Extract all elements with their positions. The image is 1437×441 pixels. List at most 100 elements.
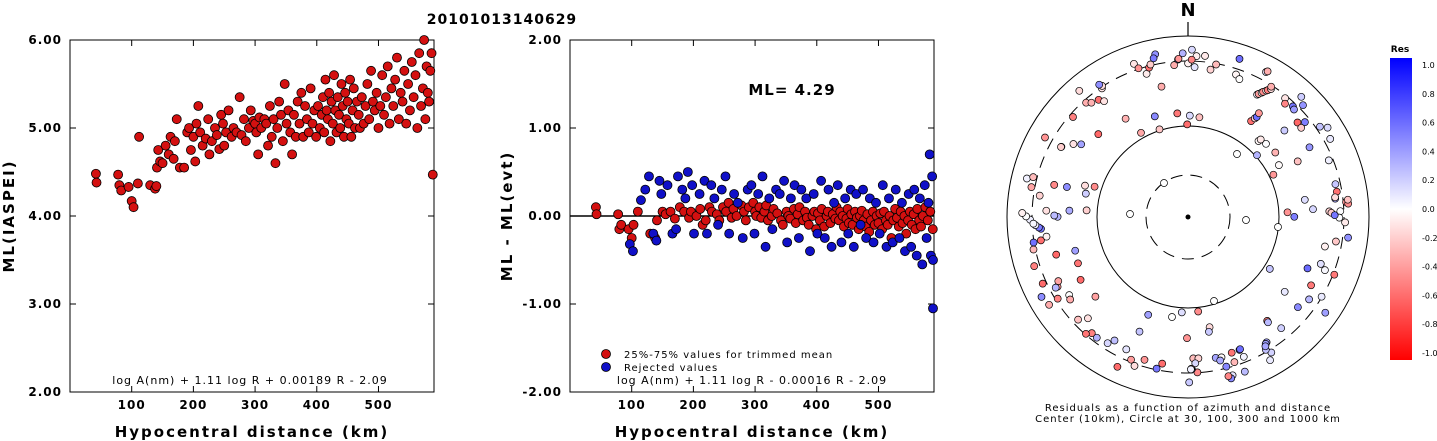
station-marker — [1205, 327, 1213, 336]
station-marker — [1331, 193, 1339, 202]
middle-y-axis-label: ML - ML(evt) — [498, 151, 516, 281]
left-x-tick-label: 100 — [118, 398, 146, 412]
station-marker — [1038, 279, 1047, 288]
station-marker — [1173, 109, 1182, 118]
station-marker — [1050, 211, 1059, 220]
left-data-point — [168, 153, 179, 164]
middle-data-point — [927, 171, 938, 182]
middle-data-point — [848, 241, 859, 252]
middle-data-point — [616, 219, 627, 230]
station-marker — [1280, 126, 1289, 135]
station-marker — [1321, 308, 1330, 317]
station-marker — [1071, 246, 1080, 255]
left-data-point — [311, 131, 322, 142]
station-marker — [1290, 105, 1298, 114]
middle-data-point — [749, 228, 760, 239]
left-data-point — [382, 61, 393, 72]
left-data-point — [377, 70, 388, 81]
left-data-point — [364, 114, 375, 125]
left-data-point — [276, 109, 286, 120]
middle-data-point — [922, 215, 933, 226]
station-marker — [1103, 339, 1112, 348]
station-marker — [1190, 63, 1199, 71]
middle-data-point — [699, 175, 710, 186]
colorbar-tick-label: 0.2 — [1422, 176, 1435, 185]
middle-data-point — [731, 211, 742, 221]
colorbar-tick-label: 0.0 — [1422, 205, 1435, 214]
station-marker — [1235, 55, 1244, 63]
north-label: N — [1180, 0, 1195, 21]
colorbar-tick-label: -0.4 — [1422, 263, 1437, 272]
left-data-point — [386, 83, 397, 94]
left-data-point — [399, 65, 410, 76]
left-data-point — [345, 74, 355, 85]
station-marker — [1183, 334, 1191, 342]
left-data-point — [335, 123, 346, 133]
epicenter-marker — [1185, 214, 1191, 220]
left-data-point — [422, 87, 433, 98]
left-data-point — [184, 123, 194, 133]
station-marker — [1121, 114, 1130, 123]
station-marker — [1037, 293, 1046, 301]
left-x-tick-label: 200 — [179, 398, 207, 412]
middle-data-point — [917, 259, 928, 270]
station-marker — [1187, 365, 1195, 374]
middle-data-point — [911, 250, 922, 261]
middle-data-point — [868, 237, 879, 248]
station-marker — [1177, 308, 1186, 317]
middle-y-tick-label: -2.00 — [522, 385, 562, 399]
left-data-point — [203, 114, 214, 125]
left-data-point — [375, 101, 386, 111]
left-data-point — [303, 127, 314, 138]
left-data-point — [289, 109, 299, 120]
middle-data-point — [713, 219, 723, 230]
left-data-point — [425, 65, 436, 76]
middle-data-point — [628, 219, 639, 230]
station-marker — [1045, 300, 1053, 309]
polar-caption-line1: Residuals as a function of azimuth and d… — [1045, 403, 1331, 414]
left-data-point — [294, 118, 305, 129]
station-marker — [1264, 318, 1272, 327]
left-data-point — [91, 168, 101, 179]
middle-data-point — [801, 193, 812, 204]
station-marker — [1330, 270, 1339, 279]
ml-value-annotation: ML= 4.29 — [748, 81, 835, 99]
station-marker — [1269, 170, 1278, 179]
left-data-point — [416, 101, 426, 111]
left-data-point — [320, 74, 331, 85]
middle-data-point — [700, 215, 711, 226]
outer-circle-1000km — [1006, 35, 1370, 399]
middle-data-point — [812, 228, 823, 239]
middle-data-point — [757, 171, 768, 182]
left-data-point — [414, 48, 425, 59]
station-marker — [1152, 364, 1161, 373]
station-marker — [1256, 135, 1265, 144]
left-data-point — [408, 92, 419, 103]
middle-data-point — [919, 180, 930, 191]
left-x-tick-label: 400 — [303, 398, 331, 412]
station-marker — [1075, 86, 1084, 95]
middle-data-point — [921, 233, 932, 243]
station-marker — [1082, 206, 1091, 215]
station-marker — [1126, 210, 1134, 218]
middle-data-point — [779, 175, 789, 186]
station-marker — [1037, 236, 1045, 245]
left-data-point — [353, 109, 364, 120]
left-data-point — [362, 79, 373, 89]
left-data-point — [132, 178, 143, 189]
left-data-point — [329, 70, 339, 81]
station-marker — [1029, 238, 1038, 247]
station-marker — [1130, 59, 1138, 68]
middle-y-tick-label: 1.00 — [528, 121, 562, 135]
colorbar-tick-label: 0.4 — [1422, 147, 1435, 156]
station-marker — [1135, 327, 1144, 336]
middle-data-point — [724, 228, 735, 239]
station-marker — [1074, 315, 1082, 324]
station-marker — [1263, 67, 1272, 76]
middle-data-point — [591, 209, 602, 220]
middle-data-point — [680, 193, 691, 204]
station-marker — [1317, 292, 1326, 301]
station-marker — [1054, 277, 1063, 285]
middle-y-tick-label: 0.00 — [528, 209, 562, 223]
middle-data-point — [613, 209, 624, 220]
